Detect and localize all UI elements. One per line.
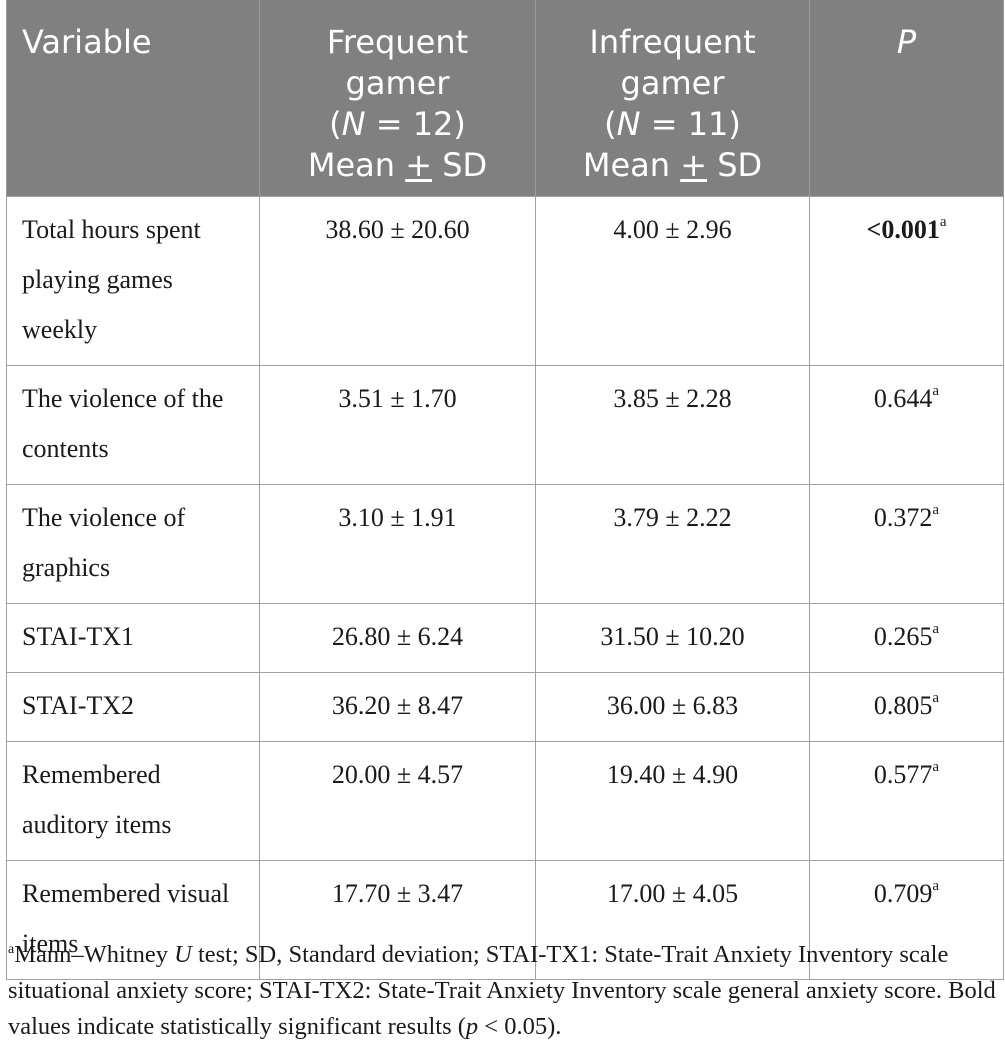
header-infrequent-n-value: = 11) <box>640 105 741 143</box>
cell-frequent: 17.70 ± 3.47 <box>259 860 536 980</box>
cell-frequent: 3.10 ± 1.91 <box>259 484 536 604</box>
header-infrequent-stat-pm: + <box>680 146 708 184</box>
footnote-marker: a <box>939 214 947 231</box>
cell-variable: The violence of graphics <box>6 484 260 604</box>
p-value: 0.805 <box>873 691 933 720</box>
p-value: 0.577 <box>873 760 933 789</box>
table-row: Remembered visual items 17.70 ± 3.47 17.… <box>6 860 1004 980</box>
table-footnote: aMann–Whitney U test; SD, Standard devia… <box>8 937 1003 1045</box>
table-row: Total hours spent playing games weekly 3… <box>6 196 1004 366</box>
header-infrequent-line2: gamer <box>620 64 725 102</box>
cell-p: 0.265a <box>809 603 1004 673</box>
header-frequent-stat-prefix: Mean <box>307 146 406 184</box>
cell-infrequent: 31.50 ± 10.20 <box>535 603 810 673</box>
header-frequent-stat-pm: + <box>405 146 433 184</box>
table-row: STAI-TX1 26.80 ± 6.24 31.50 ± 10.20 0.26… <box>6 603 1004 673</box>
cell-variable: Remembered visual items <box>6 860 260 980</box>
cell-variable: STAI-TX2 <box>6 672 260 742</box>
cell-variable: The violence of the contents <box>6 365 260 485</box>
cell-variable: Total hours spent playing games weekly <box>6 196 260 366</box>
footnote-marker: a <box>932 383 940 400</box>
footnote-marker: a <box>932 759 940 776</box>
header-variable: Variable <box>6 0 260 197</box>
table-header-row: Variable Frequent gamer (N = 12) Mean + … <box>6 0 1004 197</box>
cell-infrequent: 3.79 ± 2.22 <box>535 484 810 604</box>
cell-frequent: 20.00 ± 4.57 <box>259 741 536 861</box>
footnote-marker: a <box>932 621 940 638</box>
table-row: STAI-TX2 36.20 ± 8.47 36.00 ± 6.83 0.805… <box>6 672 1004 742</box>
footnote-marker: a <box>8 941 15 957</box>
cell-frequent: 26.80 ± 6.24 <box>259 603 536 673</box>
results-table: Variable Frequent gamer (N = 12) Mean + … <box>6 0 1004 980</box>
cell-variable: Remembered auditory items <box>6 741 260 861</box>
cell-variable: STAI-TX1 <box>6 603 260 673</box>
header-frequent-n-value: = 12) <box>365 105 466 143</box>
cell-p: 0.577a <box>809 741 1004 861</box>
cell-frequent: 3.51 ± 1.70 <box>259 365 536 485</box>
p-value: 0.265 <box>873 622 933 651</box>
cell-p: 0.644a <box>809 365 1004 485</box>
cell-infrequent: 17.00 ± 4.05 <box>535 860 810 980</box>
footnote-u: U <box>174 941 192 968</box>
p-value: 0.372 <box>873 503 933 532</box>
table-row: Remembered auditory items 20.00 ± 4.57 1… <box>6 741 1004 861</box>
header-p-label: P <box>896 23 917 61</box>
footnote-marker: a <box>932 878 940 895</box>
cell-p: 0.805a <box>809 672 1004 742</box>
cell-p: 0.709a <box>809 860 1004 980</box>
p-value: <0.001 <box>866 215 940 244</box>
header-frequent-stat-suffix: SD <box>432 146 488 184</box>
footnote-marker: a <box>932 690 940 707</box>
table-row: The violence of the contents 3.51 ± 1.70… <box>6 365 1004 485</box>
header-frequent-line1: Frequent <box>326 23 469 61</box>
footnote-text-1: Mann–Whitney <box>14 941 175 968</box>
header-frequent-n-label: N <box>341 105 366 143</box>
cell-frequent: 38.60 ± 20.60 <box>259 196 536 366</box>
header-frequent-gamer: Frequent gamer (N = 12) Mean + SD <box>259 0 536 197</box>
header-infrequent-gamer: Infrequent gamer (N = 11) Mean + SD <box>535 0 810 197</box>
cell-p: <0.001a <box>809 196 1004 366</box>
header-infrequent-line1: Infrequent <box>589 23 756 61</box>
header-infrequent-stat-prefix: Mean <box>582 146 681 184</box>
table-row: The violence of graphics 3.10 ± 1.91 3.7… <box>6 484 1004 604</box>
footnote-p: p <box>465 1013 479 1040</box>
footnote-text-2: test; SD, Standard deviation; STAI-TX1: … <box>8 941 996 1040</box>
p-value: 0.644 <box>873 384 933 413</box>
header-infrequent-stat-suffix: SD <box>707 146 763 184</box>
cell-infrequent: 36.00 ± 6.83 <box>535 672 810 742</box>
p-value: 0.709 <box>873 879 933 908</box>
header-frequent-line2: gamer <box>345 64 450 102</box>
footnote-text-3: < 0.05). <box>478 1013 562 1040</box>
header-infrequent-n-label: N <box>616 105 641 143</box>
footnote-marker: a <box>932 502 940 519</box>
cell-p: 0.372a <box>809 484 1004 604</box>
cell-infrequent: 19.40 ± 4.90 <box>535 741 810 861</box>
cell-infrequent: 4.00 ± 2.96 <box>535 196 810 366</box>
header-p-value: P <box>809 0 1004 197</box>
cell-infrequent: 3.85 ± 2.28 <box>535 365 810 485</box>
cell-frequent: 36.20 ± 8.47 <box>259 672 536 742</box>
